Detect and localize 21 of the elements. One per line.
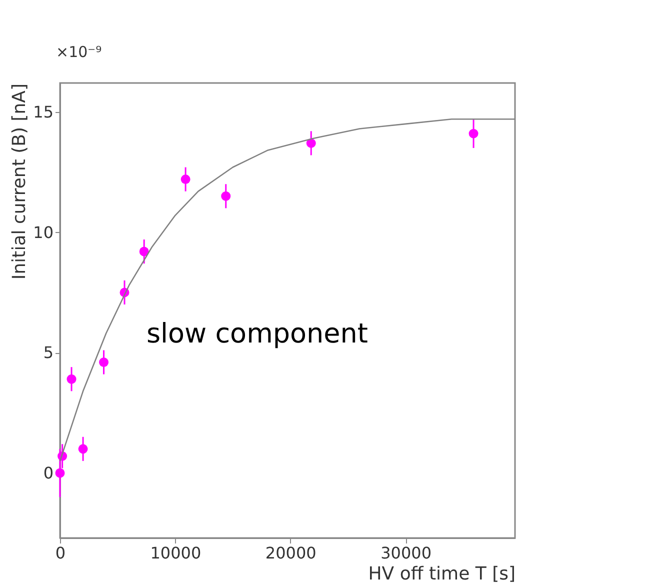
y-tick-label: 10 (33, 222, 54, 242)
y-tick-label: 0 (43, 464, 54, 482)
y-tick-label: 15 (33, 102, 54, 122)
y-axis-title: Initial current (B) [nA] (9, 84, 30, 280)
x-axis-title: HV off time T [s] (368, 564, 516, 584)
x-tick-label: 30000 (380, 544, 432, 562)
point (78, 444, 88, 454)
point (55, 468, 65, 478)
point (139, 246, 149, 256)
point (221, 191, 231, 201)
x-tick-label: 0 (55, 544, 66, 562)
x-tick-label: 10000 (150, 544, 202, 562)
annotation: slow component (146, 318, 368, 350)
point (180, 174, 190, 184)
point (99, 358, 109, 367)
x-tick-label: 20000 (265, 544, 316, 562)
point (306, 138, 316, 148)
text: ×10⁻⁹ (56, 43, 102, 61)
y-tick-label: 5 (43, 343, 54, 362)
point (66, 374, 76, 384)
point (468, 128, 478, 138)
